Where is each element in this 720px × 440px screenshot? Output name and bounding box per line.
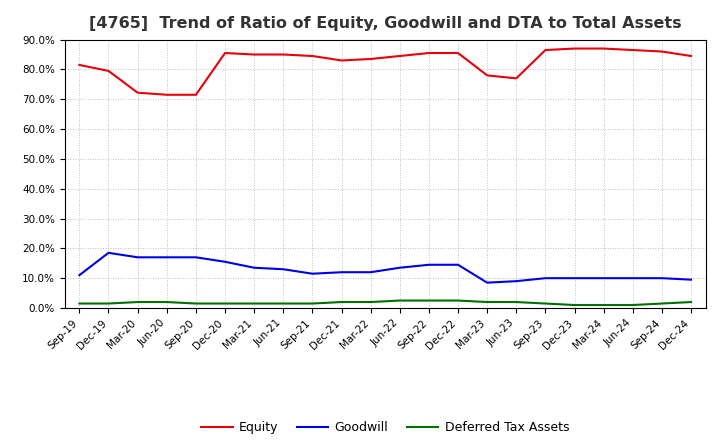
Line: Deferred Tax Assets: Deferred Tax Assets [79, 301, 691, 305]
Equity [687, 53, 696, 59]
Line: Goodwill: Goodwill [79, 253, 691, 282]
Equity [279, 52, 287, 57]
Deferred Tax Assets [454, 298, 462, 303]
Deferred Tax Assets [337, 299, 346, 304]
Equity [250, 52, 258, 57]
Deferred Tax Assets [570, 302, 579, 308]
Deferred Tax Assets [163, 299, 171, 304]
Goodwill [163, 255, 171, 260]
Line: Equity: Equity [79, 48, 691, 95]
Equity [366, 56, 375, 62]
Equity [629, 48, 637, 53]
Equity [133, 90, 142, 95]
Equity [483, 73, 492, 78]
Goodwill [629, 275, 637, 281]
Goodwill [250, 265, 258, 270]
Deferred Tax Assets [512, 299, 521, 304]
Deferred Tax Assets [308, 301, 317, 306]
Goodwill [308, 271, 317, 276]
Equity [512, 76, 521, 81]
Deferred Tax Assets [192, 301, 200, 306]
Goodwill [337, 270, 346, 275]
Deferred Tax Assets [133, 299, 142, 304]
Goodwill [483, 280, 492, 285]
Equity [308, 53, 317, 59]
Goodwill [454, 262, 462, 268]
Equity [163, 92, 171, 97]
Equity [570, 46, 579, 51]
Title: [4765]  Trend of Ratio of Equity, Goodwill and DTA to Total Assets: [4765] Trend of Ratio of Equity, Goodwil… [89, 16, 682, 32]
Goodwill [425, 262, 433, 268]
Goodwill [104, 250, 113, 256]
Deferred Tax Assets [104, 301, 113, 306]
Deferred Tax Assets [279, 301, 287, 306]
Goodwill [687, 277, 696, 282]
Equity [541, 48, 550, 53]
Deferred Tax Assets [395, 298, 404, 303]
Deferred Tax Assets [366, 299, 375, 304]
Equity [104, 68, 113, 73]
Goodwill [366, 270, 375, 275]
Goodwill [75, 272, 84, 278]
Deferred Tax Assets [629, 302, 637, 308]
Deferred Tax Assets [541, 301, 550, 306]
Deferred Tax Assets [599, 302, 608, 308]
Equity [192, 92, 200, 97]
Goodwill [395, 265, 404, 270]
Goodwill [657, 275, 666, 281]
Legend: Equity, Goodwill, Deferred Tax Assets: Equity, Goodwill, Deferred Tax Assets [197, 416, 574, 439]
Deferred Tax Assets [483, 299, 492, 304]
Deferred Tax Assets [687, 299, 696, 304]
Equity [599, 46, 608, 51]
Equity [657, 49, 666, 54]
Deferred Tax Assets [220, 301, 229, 306]
Goodwill [192, 255, 200, 260]
Goodwill [599, 275, 608, 281]
Goodwill [570, 275, 579, 281]
Deferred Tax Assets [75, 301, 84, 306]
Goodwill [541, 275, 550, 281]
Goodwill [133, 255, 142, 260]
Equity [425, 50, 433, 55]
Equity [220, 50, 229, 55]
Equity [454, 50, 462, 55]
Goodwill [279, 267, 287, 272]
Equity [337, 58, 346, 63]
Deferred Tax Assets [657, 301, 666, 306]
Equity [395, 53, 404, 59]
Deferred Tax Assets [250, 301, 258, 306]
Deferred Tax Assets [425, 298, 433, 303]
Goodwill [220, 259, 229, 264]
Goodwill [512, 279, 521, 284]
Equity [75, 62, 84, 68]
